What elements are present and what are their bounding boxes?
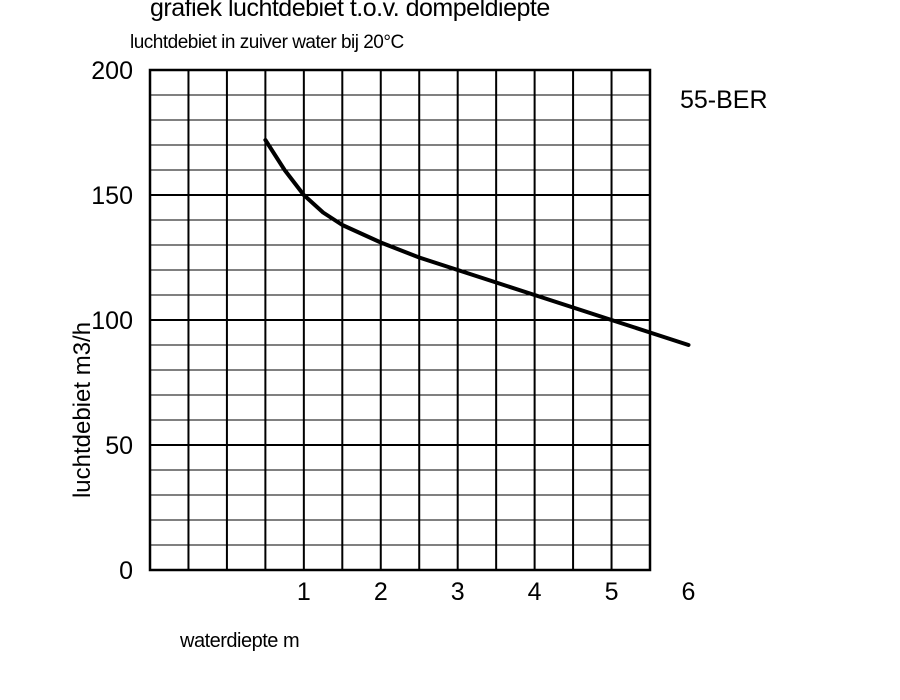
y-tick-label: 50 [105,432,133,460]
plot-frame [148,68,652,572]
series-line [263,138,691,347]
x-tick-label: 5 [605,578,619,606]
x-tick-label: 1 [297,578,311,606]
y-tick-label: 100 [91,307,133,335]
x-tick-label: 3 [451,578,465,606]
x-axis-label: waterdiepte m [180,630,300,652]
y-tick-label: 200 [91,57,133,85]
model-label: 55-BER [680,86,768,114]
chart-title: grafiek luchtdebiet t.o.v. dompeldiepte [150,0,550,22]
x-tick-label: 6 [682,578,696,606]
y-tick-label: 0 [119,557,133,585]
y-tick-label: 150 [91,182,133,210]
x-tick-label: 4 [528,578,542,606]
chart-subtitle: luchtdebiet in zuiver water bij 20°C [130,32,404,53]
x-tick-label: 2 [374,578,388,606]
